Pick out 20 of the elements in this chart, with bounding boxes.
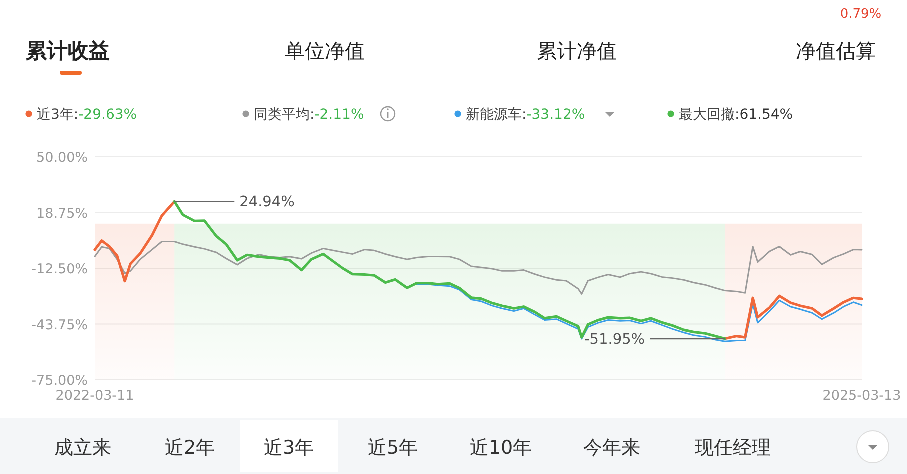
tabs-top: 累计收益 单位净值 累计净值 净值估算 0.79% (26, 7, 882, 75)
legend-label: 同类平均: (254, 107, 315, 123)
y-tick-label: -43.75% (32, 317, 88, 334)
x-tick-label: 2025-03-13 (822, 388, 902, 404)
text: 61.54% (740, 107, 794, 123)
x-tick-label: 2022-03-11 (56, 388, 134, 404)
annotation: 24.94% (240, 194, 295, 211)
chart-title: 累计收益 (25, 39, 110, 63)
y-tick-label: 50.00% (36, 150, 88, 166)
legend-label: 新能源车: (466, 107, 527, 123)
annotation: -51.95% (584, 332, 646, 348)
text: -33.12% (526, 107, 586, 123)
y-tick-label: -12.50% (32, 262, 88, 278)
text: -29.63% (78, 107, 138, 123)
tabs-bottom: 成立来 近2年 近3年 近5年 近10年 今年来 现任经理 (0, 418, 907, 474)
text: -2.11% (314, 107, 364, 123)
legend-label: 近3年: (37, 107, 79, 123)
y-tick-label: -75.00% (32, 373, 88, 389)
legend-label: 最大回撤: (679, 107, 740, 123)
y-tick-label: 18.75% (36, 206, 88, 222)
